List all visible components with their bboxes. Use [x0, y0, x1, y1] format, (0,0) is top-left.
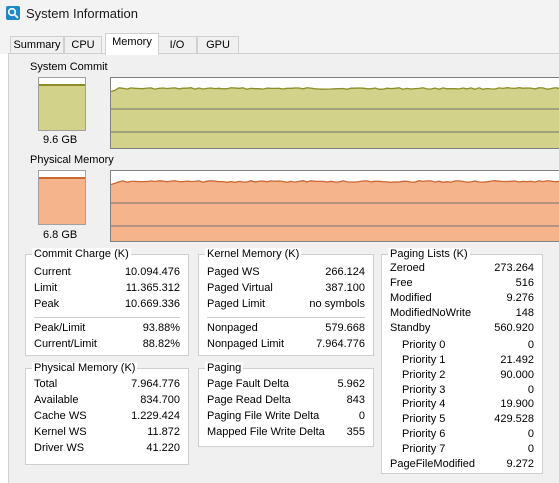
commit-row-current-limit: Current/Limit 88.82% [34, 338, 180, 350]
commit-gauge-fill [39, 83, 85, 130]
kernel-row-paged-virtual: Paged Virtual 387.100 [207, 282, 365, 294]
commit-gauge [38, 77, 86, 131]
physical-memory-label: Physical Memory [30, 154, 114, 166]
kernel-memory-group: Kernel Memory (K) Paged WS 266.124 Paged … [198, 248, 374, 356]
commit-separator [34, 317, 180, 318]
commit-row-peak-limit: Peak/Limit 93.88% [34, 322, 180, 334]
commit-charge-group: Commit Charge (K) Current 10.094.476 Limi… [25, 248, 189, 356]
tab-memory[interactable]: Memory [105, 33, 159, 55]
commit-row-current: Current 10.094.476 [34, 266, 180, 278]
window-title: System Information [26, 6, 138, 21]
commit-history-graph [110, 77, 559, 149]
physical-memory-group: Physical Memory (K) Total 7.964.776 Avail… [25, 362, 189, 465]
commit-line [111, 87, 559, 93]
physical-gauge [38, 170, 86, 225]
paging-lists-group: Paging Lists (K) Zeroed 273.264 Free 516 M… [381, 248, 543, 474]
commit-area [111, 87, 559, 148]
kernel-row-paged-limit: Paged Limit no symbols [207, 298, 365, 310]
paging-lists-row: ModifiedNoWrite 148 [390, 307, 534, 319]
physical-line [111, 180, 559, 186]
kernel-row-nonpaged: Nonpaged 579.668 [207, 322, 365, 334]
paging-row-fault-delta: Page Fault Delta 5.962 [207, 378, 365, 390]
tab-gpu[interactable]: GPU [197, 36, 239, 54]
physical-row-total: Total 7.964.776 [34, 378, 180, 390]
commit-charge-title: Commit Charge (K) [32, 248, 131, 261]
tab-io[interactable]: I/O [157, 36, 197, 54]
system-commit-label: System Commit [30, 61, 108, 73]
physical-row-driver-ws: Driver WS 41.220 [34, 442, 180, 454]
paging-title: Paging [205, 362, 244, 375]
paging-lists-row: Standby 560.920 [390, 322, 534, 334]
tab-summary[interactable]: Summary [10, 36, 64, 54]
physical-gauge-value: 6.8 GB [43, 229, 78, 241]
paging-lists-row: Zeroed 273.264 [390, 262, 534, 274]
kernel-memory-title: Kernel Memory (K) [205, 248, 302, 261]
physical-history-graph [110, 170, 559, 242]
app-icon [6, 6, 20, 20]
kernel-row-nonpaged-limit: Nonpaged Limit 7.964.776 [207, 338, 365, 350]
paging-row-file-write-delta: Paging File Write Delta 0 [207, 410, 365, 422]
physical-gauge-fill [39, 176, 85, 224]
physical-row-cache-ws: Cache WS 1.229.424 [34, 410, 180, 422]
physical-row-kernel-ws: Kernel WS 11.872 [34, 426, 180, 438]
kernel-row-paged-ws: Paged WS 266.124 [207, 266, 365, 278]
commit-gauge-value: 9.6 GB [43, 134, 78, 146]
tab-cpu[interactable]: CPU [64, 36, 102, 54]
commit-row-peak: Peak 10.669.336 [34, 298, 180, 310]
commit-row-limit: Limit 11.365.312 [34, 282, 180, 294]
physical-row-available: Available 834.700 [34, 394, 180, 406]
priority-row: Priority 4 19.900 [402, 398, 534, 410]
physical-area [111, 180, 559, 241]
paging-row-read-delta: Page Read Delta 843 [207, 394, 365, 406]
priority-row: Priority 5 429.528 [402, 413, 534, 425]
physical-memory-title: Physical Memory (K) [32, 362, 138, 375]
kernel-separator [207, 317, 365, 318]
paging-lists-row: Free 516 [390, 277, 534, 289]
priority-row: Priority 1 21.492 [402, 354, 534, 366]
priority-row: Priority 2 90.000 [402, 369, 534, 381]
paging-row-mapped-write-delta: Mapped File Write Delta 355 [207, 426, 365, 438]
title-bar: System Information [0, 0, 559, 28]
paging-lists-row: Modified 9.276 [390, 292, 534, 304]
paging-group: Paging Page Fault Delta 5.962 Page Read D… [198, 362, 374, 447]
paging-lists-title: Paging Lists (K) [388, 248, 470, 261]
page-file-modified-row: PageFileModified 9.272 [390, 458, 534, 470]
